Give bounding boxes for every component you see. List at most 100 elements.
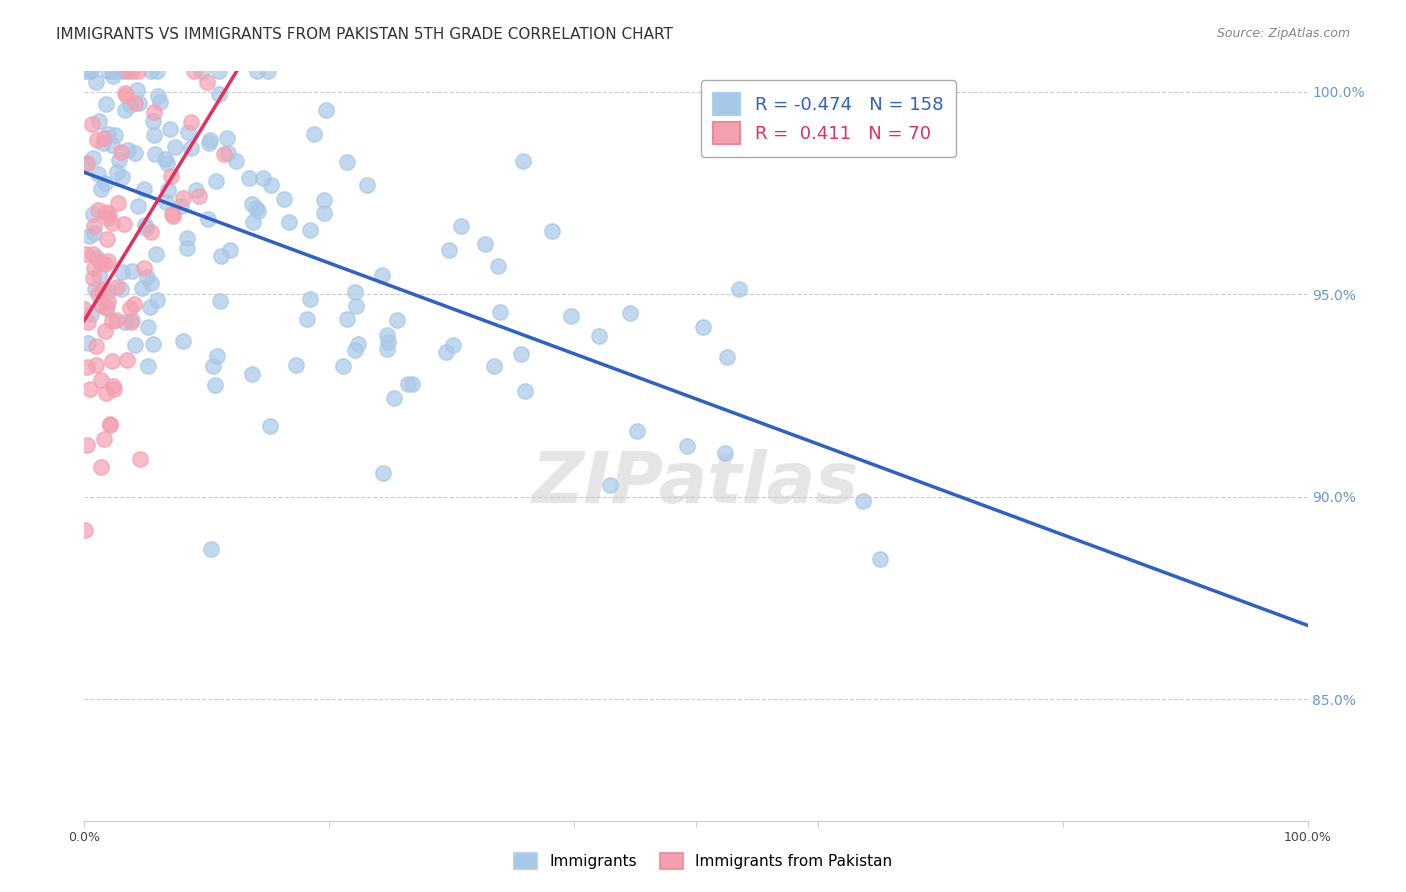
Point — [111, 169, 134, 184]
Point — [100, 353, 122, 368]
Point — [541, 224, 564, 238]
Point — [145, 64, 167, 78]
Point — [98, 417, 121, 431]
Point — [197, 211, 219, 226]
Point — [87, 167, 110, 181]
Point — [284, 358, 307, 372]
Point — [172, 191, 194, 205]
Point — [94, 176, 117, 190]
Point — [111, 265, 134, 279]
Point — [356, 178, 378, 192]
Point — [198, 133, 221, 147]
Point — [96, 386, 118, 401]
Point — [97, 284, 120, 298]
Point — [142, 336, 165, 351]
Point — [208, 64, 231, 78]
Point — [474, 237, 496, 252]
Point — [146, 89, 169, 103]
Point — [135, 221, 157, 235]
Point — [375, 343, 398, 357]
Point — [124, 145, 146, 160]
Point — [97, 127, 120, 141]
Point — [101, 64, 124, 78]
Point — [80, 64, 103, 78]
Point — [91, 136, 114, 150]
Point — [96, 232, 118, 246]
Point — [257, 64, 280, 78]
Point — [156, 156, 179, 170]
Point — [176, 231, 198, 245]
Point — [869, 552, 891, 566]
Point — [101, 379, 124, 393]
Point — [204, 377, 226, 392]
Point — [80, 117, 103, 131]
Point — [162, 207, 184, 221]
Point — [134, 218, 156, 232]
Point — [157, 183, 180, 197]
Point — [299, 292, 322, 306]
Point — [180, 141, 202, 155]
Point — [87, 268, 110, 282]
Point — [82, 247, 104, 261]
Point — [93, 324, 115, 338]
Point — [187, 188, 209, 202]
Point — [142, 128, 165, 142]
Point — [278, 215, 301, 229]
Point — [76, 438, 98, 452]
Point — [124, 337, 146, 351]
Point — [94, 257, 117, 271]
Point — [215, 131, 238, 145]
Point — [149, 95, 172, 109]
Point — [145, 247, 167, 261]
Point — [336, 312, 359, 326]
Point — [129, 452, 152, 467]
Point — [139, 225, 162, 239]
Point — [104, 64, 127, 78]
Point — [173, 334, 195, 348]
Point — [482, 359, 505, 373]
Point — [512, 154, 534, 169]
Text: ZIPatlas: ZIPatlas — [533, 449, 859, 518]
Point — [200, 541, 222, 556]
Point — [513, 384, 536, 398]
Point — [93, 130, 115, 145]
Point — [87, 113, 110, 128]
Point — [302, 127, 325, 141]
Point — [242, 215, 264, 229]
Point — [136, 359, 159, 373]
Point — [104, 313, 127, 327]
Point — [84, 358, 107, 372]
Point — [441, 338, 464, 352]
Point — [295, 311, 318, 326]
Point — [332, 359, 354, 374]
Point — [510, 347, 533, 361]
Point — [112, 64, 135, 78]
Point — [214, 147, 236, 161]
Text: IMMIGRANTS VS IMMIGRANTS FROM PAKISTAN 5TH GRADE CORRELATION CHART: IMMIGRANTS VS IMMIGRANTS FROM PAKISTAN 5… — [56, 27, 673, 42]
Point — [105, 165, 128, 179]
Point — [90, 373, 112, 387]
Point — [96, 205, 118, 219]
Point — [183, 64, 205, 78]
Text: Source: ZipAtlas.com: Source: ZipAtlas.com — [1216, 27, 1350, 40]
Point — [134, 182, 156, 196]
Point — [312, 206, 335, 220]
Point — [450, 219, 472, 233]
Point — [852, 494, 875, 508]
Point — [204, 174, 226, 188]
Point — [91, 283, 114, 297]
Point — [121, 64, 143, 78]
Point — [259, 178, 281, 192]
Point — [107, 196, 129, 211]
Point — [82, 207, 104, 221]
Point — [245, 201, 267, 215]
Point — [207, 87, 229, 102]
Point — [259, 418, 281, 433]
Point — [716, 350, 738, 364]
Point — [75, 523, 97, 537]
Point — [384, 391, 406, 405]
Point — [370, 268, 392, 283]
Point — [98, 418, 121, 433]
Point — [103, 382, 125, 396]
Point — [114, 86, 136, 100]
